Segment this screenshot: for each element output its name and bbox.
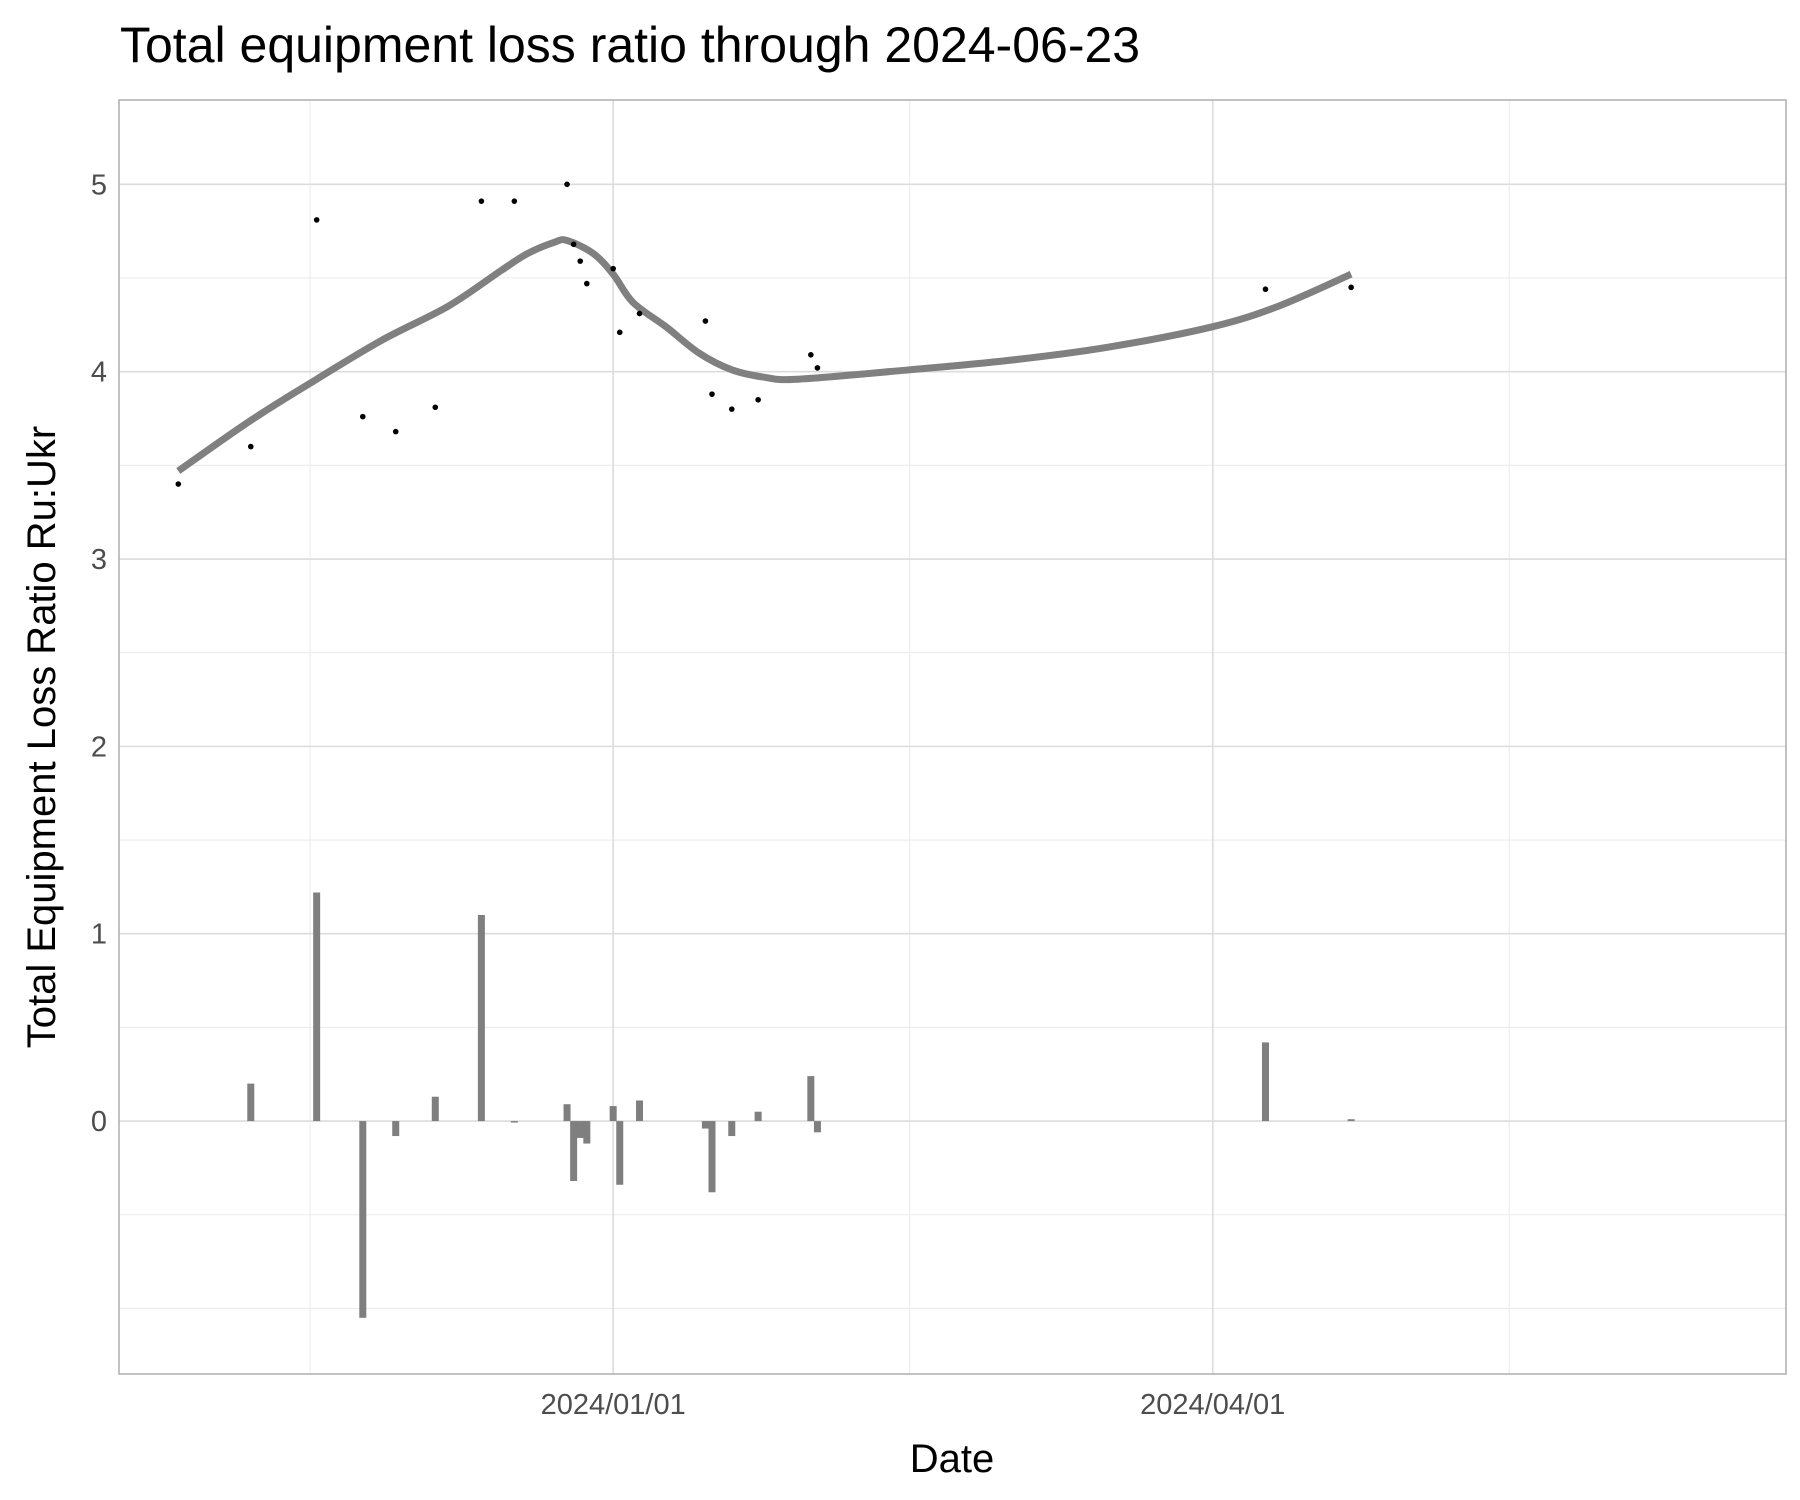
diff-bar-13 <box>636 1100 644 1122</box>
ratio-point-11 <box>584 280 590 287</box>
ratio-point-21 <box>1262 286 1269 293</box>
y-tick-label: 1 <box>91 919 107 951</box>
difference-bars <box>247 892 1355 1318</box>
ratio-point-20 <box>814 365 821 371</box>
ratio-point-22 <box>1348 284 1354 291</box>
trend-line-path <box>176 236 1353 474</box>
diff-bar-16 <box>728 1121 736 1137</box>
ratio-point-7 <box>511 198 518 204</box>
diff-bar-10 <box>583 1121 591 1144</box>
y-tick-label: 0 <box>91 1106 107 1138</box>
ratio-point-0 <box>175 481 182 487</box>
minor-gridlines <box>119 100 1786 1374</box>
major-gridlines <box>119 100 1786 1374</box>
ratio-point-17 <box>728 406 735 412</box>
diff-bar-11 <box>609 1106 617 1122</box>
ratio-point-8 <box>564 181 570 188</box>
y-tick-label: 4 <box>91 357 107 389</box>
ratio-point-15 <box>702 318 709 324</box>
x-axis-ticks: 2024/01/01 2024/04/01 <box>541 1389 1286 1421</box>
diff-bar-6 <box>510 1121 518 1123</box>
diff-bar-0 <box>247 1083 255 1122</box>
ratio-point-18 <box>755 396 761 403</box>
diff-bar-7 <box>563 1104 571 1122</box>
ratio-point-19 <box>808 352 814 358</box>
diff-bar-20 <box>1261 1042 1269 1122</box>
ratio-point-12 <box>610 265 616 272</box>
diff-bar-2 <box>359 1121 367 1318</box>
y-axis-title: Total Equipment Loss Ratio Ru:Ukr <box>20 426 64 1049</box>
ratio-point-2 <box>313 217 320 223</box>
y-axis-ticks: 0 1 2 3 4 5 <box>91 169 107 1138</box>
x-tick-label: 2024/01/01 <box>541 1389 686 1421</box>
diff-bar-17 <box>754 1111 762 1122</box>
trend-line <box>176 236 1353 474</box>
ratio-point-1 <box>247 443 254 450</box>
plot-panel-border <box>118 99 1787 1375</box>
ratio-point-6 <box>478 198 485 204</box>
x-axis-title: Date <box>910 1437 995 1481</box>
diff-bar-21 <box>1347 1119 1355 1122</box>
ratio-points <box>175 181 1354 487</box>
diff-bar-19 <box>813 1121 821 1133</box>
diff-bar-8 <box>570 1121 578 1182</box>
diff-bar-5 <box>477 914 485 1122</box>
diff-bar-3 <box>392 1121 400 1137</box>
ratio-point-14 <box>636 310 643 317</box>
ratio-point-9 <box>570 241 577 248</box>
y-tick-label: 5 <box>91 169 107 201</box>
ratio-point-3 <box>359 413 366 420</box>
diff-bar-9 <box>576 1121 584 1138</box>
y-tick-label: 2 <box>91 731 107 763</box>
ratio-point-5 <box>432 404 439 411</box>
ratio-point-4 <box>392 428 399 435</box>
x-tick-label: 2024/04/01 <box>1140 1389 1285 1421</box>
diff-bar-14 <box>701 1121 709 1129</box>
ratio-point-13 <box>616 329 623 336</box>
ratio-point-10 <box>577 258 584 264</box>
diff-bar-15 <box>708 1121 716 1193</box>
y-tick-label: 3 <box>91 544 107 576</box>
ratio-point-16 <box>709 391 715 397</box>
diff-bar-4 <box>431 1096 439 1122</box>
chart-title: Total equipment loss ratio through 2024-… <box>120 17 1140 73</box>
diff-bar-12 <box>616 1121 624 1185</box>
diff-bar-1 <box>313 892 321 1122</box>
diff-bar-18 <box>807 1076 815 1122</box>
